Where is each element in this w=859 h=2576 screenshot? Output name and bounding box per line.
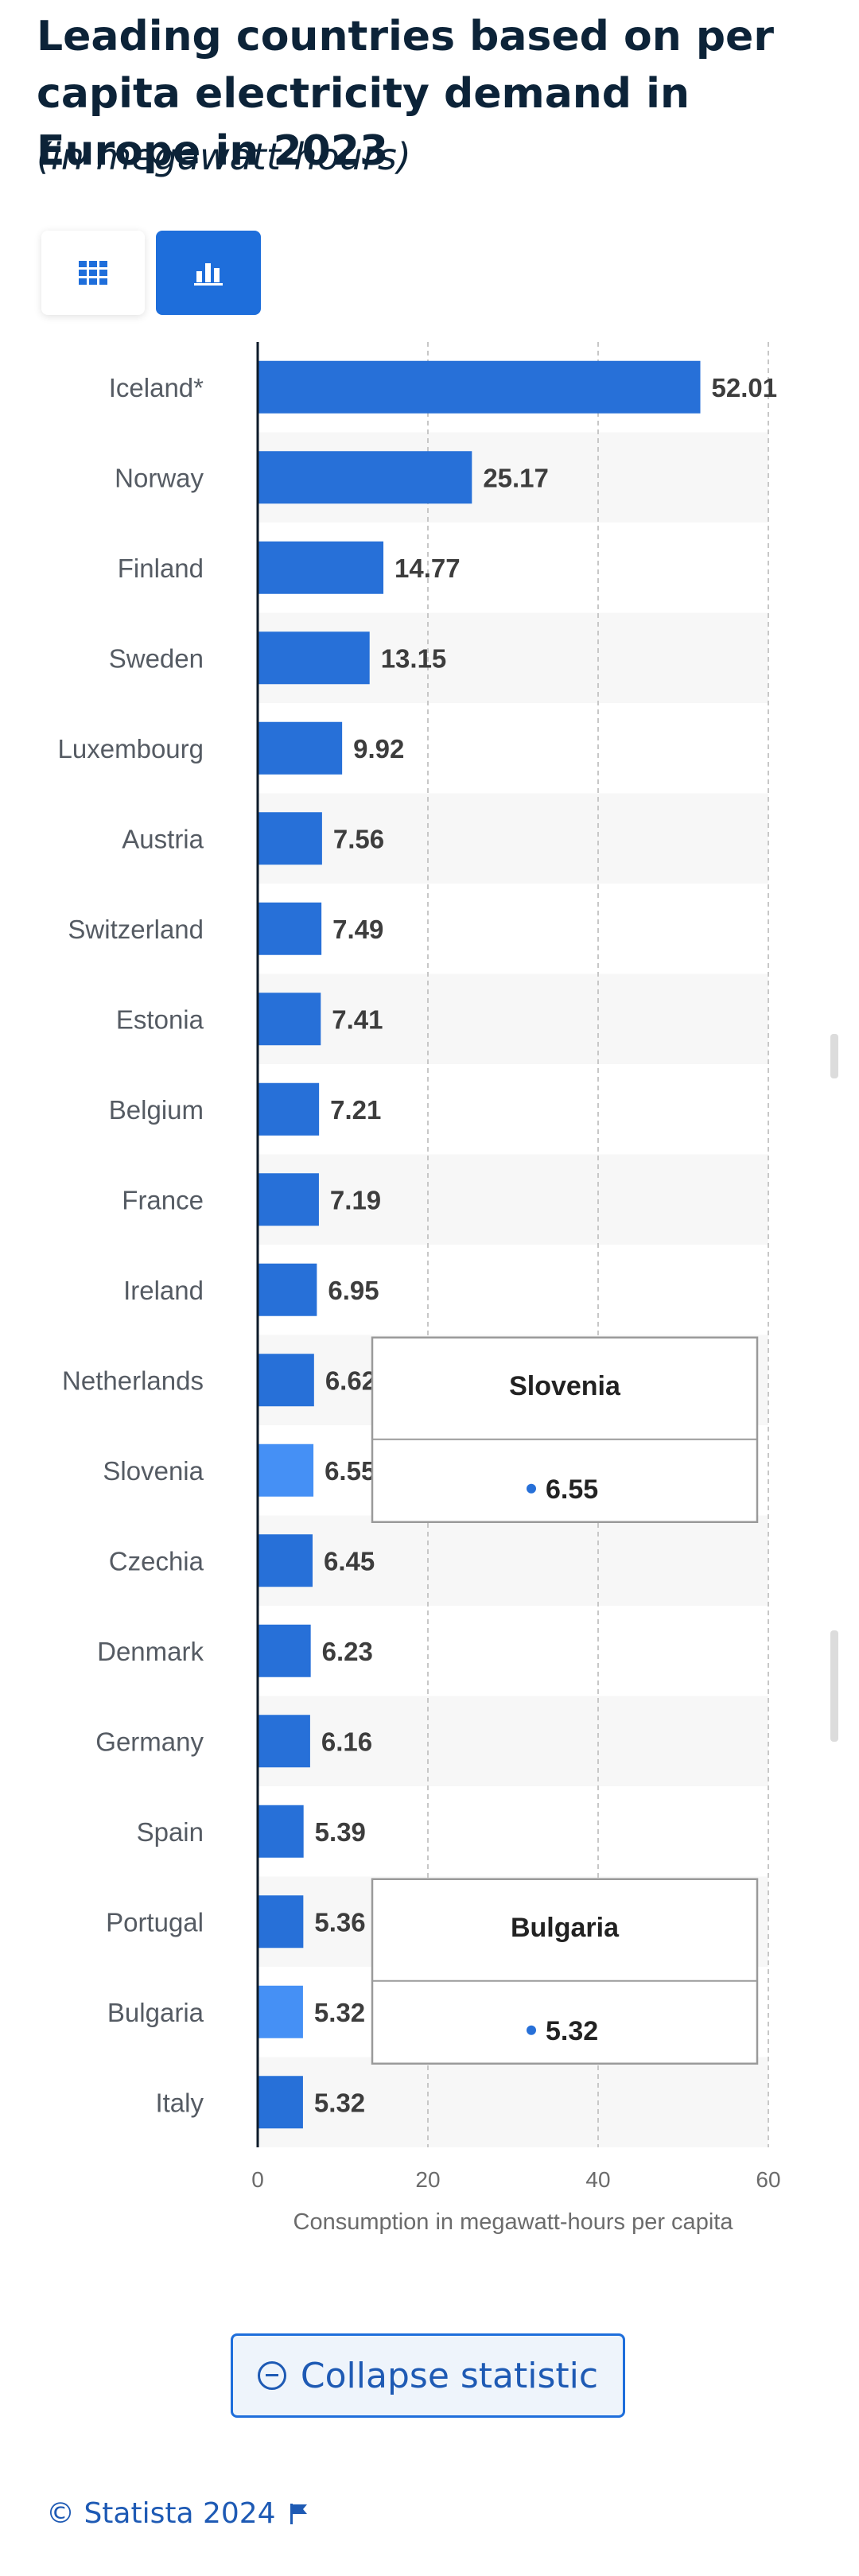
tooltip-marker — [527, 2025, 536, 2035]
tooltip-box — [371, 1878, 759, 2065]
category-label: Finland — [118, 554, 204, 583]
data-label: 5.39 — [315, 1817, 366, 1847]
tooltip-title: Slovenia — [509, 1371, 621, 1401]
collapse-statistic-label: Collapse statistic — [300, 2355, 599, 2396]
data-label: 9.92 — [353, 734, 404, 763]
bar — [258, 1715, 310, 1768]
page-title: Leading countries based on per capita el… — [37, 13, 774, 175]
data-label: 7.49 — [332, 915, 383, 944]
data-label: 14.77 — [395, 554, 461, 583]
bar — [258, 993, 321, 1046]
scrollbar-thumb[interactable] — [830, 1034, 838, 1078]
category-label: Luxembourg — [58, 734, 204, 763]
row-band — [258, 793, 768, 884]
bar — [258, 1534, 313, 1587]
bar — [258, 631, 370, 685]
row-band — [258, 2057, 768, 2147]
row-band — [258, 973, 768, 1064]
bar-chart-icon — [194, 263, 223, 286]
data-label: 6.95 — [328, 1276, 379, 1305]
copyright-text: © Statista 2024 — [46, 2497, 276, 2530]
tooltip-value: 6.55 — [546, 1474, 598, 1505]
collapse-statistic-button[interactable]: Collapse statistic — [231, 2333, 625, 2418]
category-label: Spain — [137, 1817, 204, 1847]
category-label: Bulgaria — [107, 1998, 204, 2027]
chart-view-button[interactable] — [156, 231, 261, 315]
flag-icon — [290, 2503, 307, 2524]
grid-icon — [79, 261, 107, 285]
table-view-button[interactable] — [41, 231, 145, 315]
tooltip-marker — [527, 1483, 536, 1494]
row-band — [258, 1515, 768, 1606]
tooltip-value: 5.32 — [546, 2016, 598, 2046]
category-label: Germany — [95, 1727, 204, 1756]
x-axis-title: Consumption in megawatt-hours per capita — [293, 2209, 734, 2235]
data-label: 7.56 — [333, 824, 384, 853]
tooltip-box — [371, 1336, 759, 1523]
tooltip-title: Bulgaria — [511, 1913, 620, 1943]
category-label: Belgium — [109, 1095, 204, 1125]
row-band — [258, 1154, 768, 1245]
category-label: Netherlands — [62, 1366, 204, 1395]
copyright[interactable]: © Statista 2024 — [46, 2497, 308, 2530]
bar — [258, 721, 343, 775]
bar — [258, 1624, 311, 1677]
bar — [258, 1805, 304, 1858]
bar — [258, 1985, 303, 2038]
category-label: Portugal — [106, 1907, 204, 1937]
data-label: 5.32 — [314, 1998, 365, 2027]
data-label: 6.23 — [322, 1637, 373, 1666]
category-label: Czechia — [109, 1546, 204, 1576]
data-label: 7.21 — [330, 1095, 381, 1125]
bar — [258, 812, 322, 865]
category-label: Sweden — [109, 643, 204, 673]
data-label: 6.62 — [325, 1366, 376, 1395]
bar — [258, 1354, 314, 1407]
bar — [258, 2076, 303, 2129]
category-label: Switzerland — [68, 915, 204, 944]
scrollbar-thumb-secondary[interactable] — [830, 1630, 838, 1742]
category-label: Austria — [122, 824, 204, 853]
category-label: Italy — [155, 2088, 204, 2117]
data-label: 5.36 — [314, 1907, 365, 1937]
category-label: Estonia — [116, 1004, 204, 1034]
data-label: 5.32 — [314, 2088, 365, 2117]
x-tick-label: 60 — [756, 2167, 780, 2192]
page-subtitle: (in megawatt-hours) — [37, 135, 411, 178]
data-label: 25.17 — [483, 463, 549, 492]
x-tick-label: 20 — [415, 2167, 440, 2192]
data-label: 52.01 — [712, 373, 778, 402]
category-label: Ireland — [123, 1276, 204, 1305]
category-label: Slovenia — [103, 1456, 204, 1486]
bar — [258, 1082, 320, 1136]
data-label: 6.16 — [321, 1727, 372, 1756]
bar — [258, 1263, 317, 1316]
row-band — [258, 1696, 768, 1786]
bar — [258, 541, 384, 594]
bar — [258, 1895, 304, 1949]
minus-circle-icon — [257, 2361, 286, 2390]
category-label: France — [122, 1185, 204, 1214]
data-label: 13.15 — [381, 643, 447, 673]
bar — [258, 902, 322, 955]
bar — [258, 1443, 314, 1497]
data-label: 7.41 — [332, 1004, 383, 1034]
data-label: 6.45 — [324, 1546, 375, 1576]
category-label: Denmark — [97, 1637, 204, 1666]
data-label: 6.55 — [325, 1456, 375, 1486]
data-label: 7.19 — [330, 1185, 381, 1214]
bar — [258, 451, 472, 504]
bar-chart: Iceland* 52.01 Norway 25.17 Finland 14.77 Swed… — [58, 342, 781, 2235]
bar — [258, 360, 701, 414]
bar — [258, 1173, 319, 1226]
x-tick-label: 40 — [585, 2167, 610, 2192]
category-label: Iceland* — [109, 373, 204, 402]
x-tick-label: 0 — [251, 2167, 264, 2192]
category-label: Norway — [115, 463, 204, 492]
